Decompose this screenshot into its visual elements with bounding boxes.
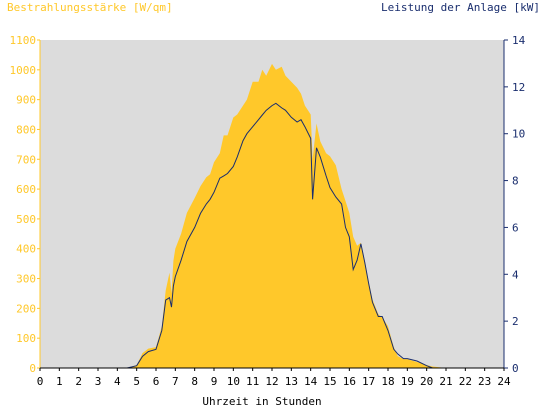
x-tick-label: 18 — [381, 375, 394, 388]
x-tick-label: 12 — [265, 375, 278, 388]
x-tick-label: 11 — [246, 375, 259, 388]
x-tick-label: 1 — [56, 375, 63, 388]
x-tick-label: 20 — [420, 375, 433, 388]
x-tick-label: 17 — [362, 375, 375, 388]
left-tick-label: 1100 — [10, 34, 37, 47]
x-tick-label: 4 — [114, 375, 121, 388]
right-tick-label: 4 — [512, 268, 519, 281]
x-tick-label: 19 — [401, 375, 414, 388]
left-tick-label: 100 — [16, 332, 36, 345]
x-tick-label: 13 — [285, 375, 298, 388]
x-tick-label: 9 — [211, 375, 218, 388]
x-axis: 0 1 2 3 4 5 6 7 8 9 10 11 12 13 14 15 16 17 18 19 20 21 22 23 24 — [37, 367, 511, 388]
x-tick-label: 7 — [172, 375, 179, 388]
x-tick-label: 23 — [478, 375, 491, 388]
left-tick-label: 300 — [16, 273, 36, 286]
right-tick-label: 8 — [512, 175, 519, 188]
left-axis: 0 100 200 300 400 500 600 700 800 900 1000 1100 — [10, 34, 41, 375]
power-line — [40, 102, 504, 369]
left-tick-label: 400 — [16, 243, 36, 256]
x-tick-label: 2 — [75, 375, 82, 388]
left-tick-label: 0 — [29, 362, 36, 375]
right-tick-label: 2 — [512, 315, 519, 328]
x-tick-label: 3 — [95, 375, 102, 388]
irradiance-area — [40, 63, 504, 369]
x-tick-label: 16 — [343, 375, 356, 388]
right-tick-label: 0 — [512, 362, 519, 375]
left-tick-label: 1000 — [10, 64, 37, 77]
left-tick-label: 600 — [16, 183, 36, 196]
x-tick-label: 8 — [191, 375, 198, 388]
left-tick-label: 800 — [16, 123, 36, 136]
x-tick-label: 0 — [37, 375, 44, 388]
x-tick-label: 14 — [304, 375, 318, 388]
x-tick-label: 10 — [227, 375, 240, 388]
left-tick-label: 900 — [16, 94, 36, 107]
x-tick-label: 15 — [323, 375, 336, 388]
left-tick-label: 700 — [16, 153, 36, 166]
right-axis: 0 2 4 6 8 10 12 14 — [503, 34, 526, 375]
right-tick-label: 12 — [512, 81, 525, 94]
x-tick-label: 21 — [439, 375, 452, 388]
x-tick-label: 5 — [133, 375, 140, 388]
x-tick-label: 6 — [153, 375, 160, 388]
right-axis-title: Leistung der Anlage [kW] — [381, 1, 540, 14]
right-tick-label: 6 — [512, 221, 519, 234]
right-tick-label: 10 — [512, 128, 525, 141]
left-tick-label: 500 — [16, 213, 36, 226]
x-axis-label: Uhrzeit in Stunden — [202, 395, 321, 408]
left-tick-label: 200 — [16, 302, 36, 315]
x-tick-label: 24 — [497, 375, 511, 388]
x-tick-label: 22 — [459, 375, 472, 388]
left-axis-title: Bestrahlungsstärke [W/qm] — [7, 1, 173, 14]
right-tick-label: 14 — [512, 34, 526, 47]
